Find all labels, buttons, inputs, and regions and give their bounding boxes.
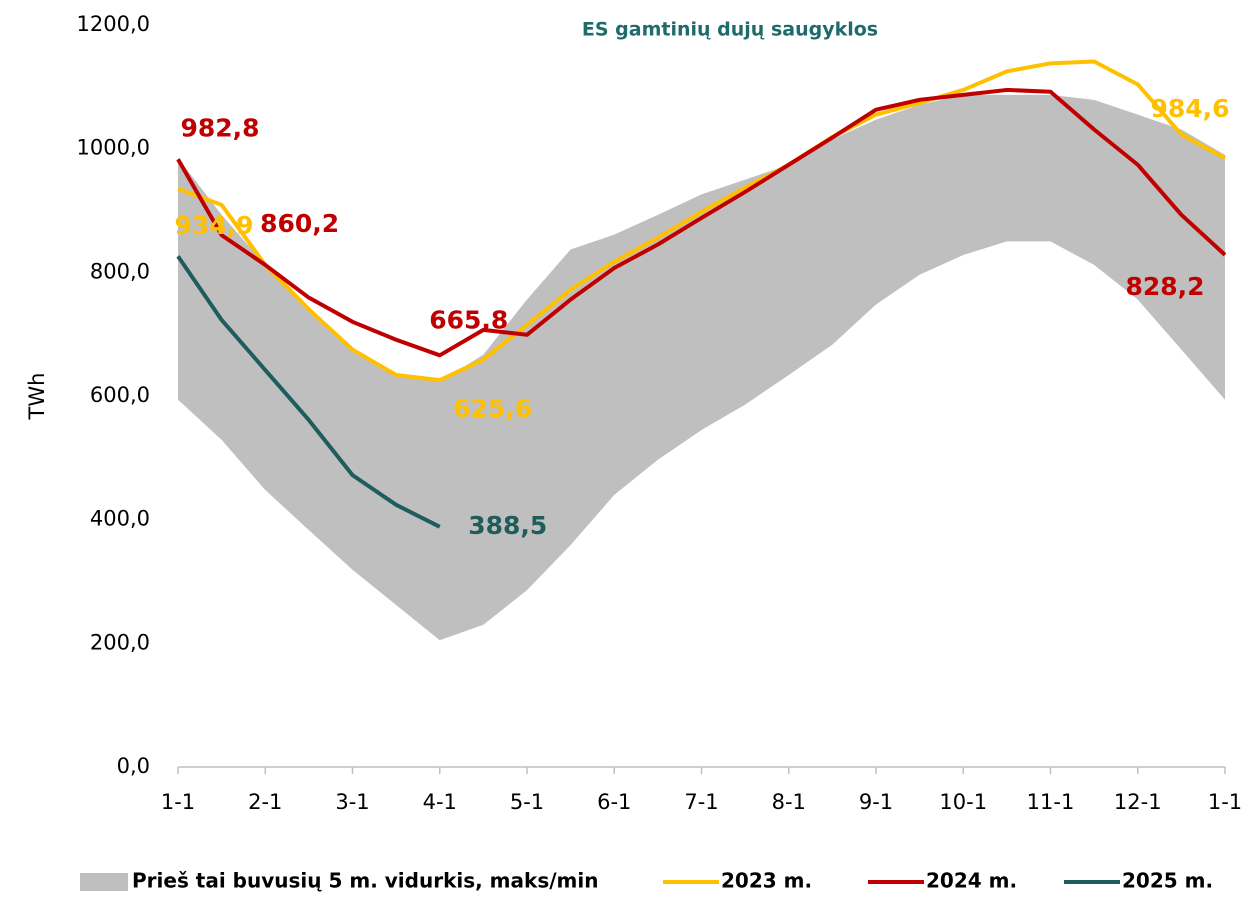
x-tick-label: 10-1 <box>939 790 987 814</box>
legend-swatch <box>80 873 128 891</box>
x-tick-label: 3-1 <box>335 790 369 814</box>
legend-label: 2024 m. <box>926 869 1017 893</box>
x-tick-label: 1-1 <box>1208 790 1242 814</box>
x-tick-label: 7-1 <box>684 790 718 814</box>
y-tick-label: 1200,0 <box>77 12 150 36</box>
y-axis-label: TWh <box>25 373 49 421</box>
y-tick-label: 0,0 <box>117 754 150 778</box>
y-tick-label: 800,0 <box>90 259 150 283</box>
x-tick-label: 9-1 <box>859 790 893 814</box>
y-tick-label: 600,0 <box>90 383 150 407</box>
chart-title: ES gamtinių dujų saugyklos <box>582 19 878 41</box>
data-label: 984,6 <box>1150 94 1229 123</box>
data-label: 388,5 <box>468 511 547 540</box>
series-line <box>176 87 1227 358</box>
x-tick-label: 11-1 <box>1027 790 1075 814</box>
x-tick-label: 4-1 <box>423 790 457 814</box>
series-line <box>177 59 1226 383</box>
data-label: 625,6 <box>453 394 532 423</box>
data-label: 934,9 <box>174 211 253 240</box>
y-tick-label: 200,0 <box>90 630 150 654</box>
y-tick-label: 400,0 <box>90 507 150 531</box>
legend-label: 2025 m. <box>1122 869 1213 893</box>
x-tick-label: 2-1 <box>248 790 282 814</box>
legend-label: 2023 m. <box>721 869 812 893</box>
x-tick-label: 1-1 <box>161 790 195 814</box>
x-tick-label: 12-1 <box>1114 790 1162 814</box>
data-label: 828,2 <box>1125 272 1204 301</box>
data-label: 860,2 <box>260 209 339 238</box>
legend-label: Prieš tai buvusių 5 m. vidurkis, maks/mi… <box>132 869 598 893</box>
x-tick-label: 6-1 <box>597 790 631 814</box>
data-label: 665,8 <box>429 305 508 334</box>
x-tick-label: 5-1 <box>510 790 544 814</box>
y-tick-label: 1000,0 <box>77 136 150 160</box>
x-tick-label: 8-1 <box>772 790 806 814</box>
data-label: 982,8 <box>180 113 259 142</box>
band-area <box>178 94 1225 641</box>
series-line <box>176 255 441 529</box>
